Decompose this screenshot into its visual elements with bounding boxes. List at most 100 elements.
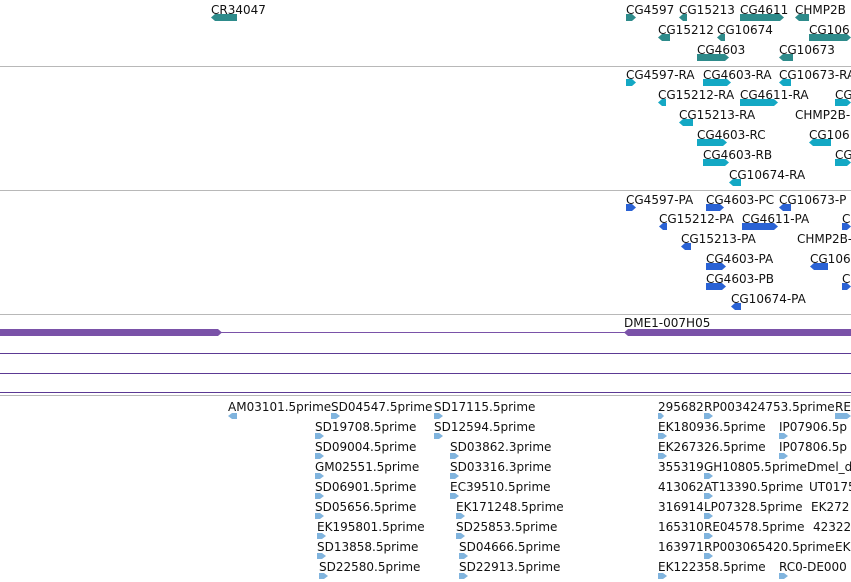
- gene-feature-label[interactable]: CHMP2B: [795, 3, 846, 17]
- mrna-feature-glyph[interactable]: [623, 78, 639, 87]
- est-feature-label[interactable]: IP07806.5p: [779, 440, 848, 454]
- gene-feature-glyph[interactable]: [806, 33, 851, 42]
- est-feature-label[interactable]: SD22580.5prime: [319, 560, 421, 574]
- est-feature-glyph[interactable]: [453, 532, 468, 540]
- est-feature-glyph[interactable]: [701, 532, 716, 540]
- gene-feature-glyph[interactable]: [792, 13, 812, 22]
- mrna-feature-glyph[interactable]: [694, 138, 730, 147]
- est-feature-label[interactable]: SD03862.3prime: [450, 440, 552, 454]
- est-feature-label[interactable]: RE04578.5prime: [704, 520, 805, 534]
- mrna-feature-label[interactable]: CG4603-RA: [703, 68, 772, 82]
- gene-feature-glyph[interactable]: [776, 53, 796, 62]
- est-feature-label[interactable]: EK267326.5prime: [658, 440, 766, 454]
- est-feature-label[interactable]: 355319: [658, 460, 704, 474]
- protein-feature-glyph[interactable]: [623, 203, 639, 212]
- protein-feature-label[interactable]: CG4603-PC: [706, 193, 775, 207]
- gene-feature-label[interactable]: CG10673: [779, 43, 835, 57]
- est-feature-label[interactable]: SD05656.5prime: [315, 500, 417, 514]
- est-feature-label[interactable]: RP003424753.5prime: [704, 400, 835, 414]
- mrna-feature-label[interactable]: CG106: [809, 128, 850, 142]
- est-feature-glyph[interactable]: [316, 572, 331, 580]
- est-feature-label[interactable]: EK272: [811, 500, 850, 514]
- est-feature-label[interactable]: 163971: [658, 540, 704, 554]
- est-feature-label[interactable]: RE: [835, 400, 851, 414]
- est-feature-glyph[interactable]: [776, 572, 791, 580]
- clone-feature-glyph[interactable]: [0, 328, 225, 337]
- mrna-feature-label[interactable]: CG10674-RA: [729, 168, 806, 182]
- protein-feature-label[interactable]: CG4597-PA: [626, 193, 694, 207]
- protein-feature-glyph[interactable]: [656, 222, 670, 231]
- protein-feature-glyph[interactable]: [839, 282, 851, 291]
- est-feature-glyph[interactable]: [701, 472, 716, 480]
- mrna-feature-label[interactable]: CG4597-RA: [626, 68, 695, 82]
- est-feature-glyph[interactable]: [701, 412, 716, 420]
- est-feature-label[interactable]: AM03101.5prime: [228, 400, 332, 414]
- clone-feature-label[interactable]: DME1-007H05: [624, 316, 711, 330]
- mrna-feature-label[interactable]: CHMP2B-: [795, 108, 851, 122]
- mrna-feature-glyph[interactable]: [776, 78, 794, 87]
- protein-feature-label[interactable]: CG10673-P: [779, 193, 847, 207]
- protein-feature-label[interactable]: C: [842, 212, 851, 226]
- est-feature-glyph[interactable]: [312, 432, 327, 440]
- est-feature-label[interactable]: SD06901.5prime: [315, 480, 417, 494]
- est-feature-label[interactable]: SD19708.5prime: [315, 420, 417, 434]
- protein-feature-label[interactable]: CG15212-PA: [659, 212, 734, 226]
- est-feature-glyph[interactable]: [701, 552, 716, 560]
- est-feature-glyph[interactable]: [447, 452, 462, 460]
- est-feature-label[interactable]: GH10805.5prime: [704, 460, 807, 474]
- mrna-feature-label[interactable]: CG4611-RA: [740, 88, 809, 102]
- est-feature-label[interactable]: EK122358.5prime: [658, 560, 766, 574]
- protein-feature-glyph[interactable]: [807, 262, 831, 271]
- est-feature-label[interactable]: Dmel_d: [807, 460, 851, 474]
- est-feature-glyph[interactable]: [431, 412, 446, 420]
- est-feature-glyph[interactable]: [701, 492, 716, 500]
- est-feature-label[interactable]: EK171248.5prime: [456, 500, 564, 514]
- est-feature-glyph[interactable]: [225, 412, 240, 420]
- mrna-feature-glyph[interactable]: [676, 118, 696, 127]
- est-feature-label[interactable]: RP003065420.5prime: [704, 540, 835, 554]
- est-feature-glyph[interactable]: [776, 452, 791, 460]
- est-feature-label[interactable]: RC0-DE000: [779, 560, 847, 574]
- mrna-feature-glyph[interactable]: [806, 138, 834, 147]
- est-feature-label[interactable]: 316914: [658, 500, 704, 514]
- gene-feature-label[interactable]: CR34047: [211, 3, 266, 17]
- gene-feature-glyph[interactable]: [623, 13, 639, 22]
- est-feature-glyph[interactable]: [312, 472, 327, 480]
- est-feature-glyph[interactable]: [655, 572, 670, 580]
- gene-feature-glyph[interactable]: [208, 13, 240, 22]
- est-feature-label[interactable]: EK: [835, 540, 851, 554]
- protein-feature-glyph[interactable]: [739, 222, 781, 231]
- est-feature-label[interactable]: EC39510.5prime: [450, 480, 551, 494]
- est-feature-glyph[interactable]: [655, 412, 667, 420]
- est-feature-label[interactable]: LP07328.5prime: [704, 500, 803, 514]
- protein-feature-glyph[interactable]: [839, 222, 851, 231]
- mrna-feature-label[interactable]: CG4603-RC: [697, 128, 766, 142]
- gene-feature-glyph[interactable]: [714, 33, 728, 42]
- est-feature-label[interactable]: SD22913.5prime: [459, 560, 561, 574]
- protein-feature-glyph[interactable]: [703, 203, 727, 212]
- mrna-feature-glyph[interactable]: [655, 98, 669, 107]
- gene-feature-label[interactable]: CG4597: [626, 3, 675, 17]
- est-feature-glyph[interactable]: [655, 432, 670, 440]
- est-feature-glyph[interactable]: [447, 472, 462, 480]
- gene-feature-label[interactable]: CG10674: [717, 23, 773, 37]
- est-feature-label[interactable]: UT0175: [809, 480, 851, 494]
- mrna-feature-label[interactable]: CG: [835, 88, 851, 102]
- mrna-feature-glyph[interactable]: [832, 158, 851, 167]
- protein-feature-glyph[interactable]: [728, 302, 744, 311]
- est-feature-glyph[interactable]: [456, 552, 471, 560]
- protein-feature-label[interactable]: CG106: [810, 252, 851, 266]
- est-feature-label[interactable]: SD13858.5prime: [317, 540, 419, 554]
- protein-feature-label[interactable]: CG4603-PB: [706, 272, 775, 286]
- protein-feature-label[interactable]: CG15213-PA: [681, 232, 756, 246]
- est-feature-glyph[interactable]: [701, 512, 716, 520]
- est-feature-glyph[interactable]: [655, 452, 670, 460]
- est-feature-label[interactable]: SD17115.5prime: [434, 400, 536, 414]
- protein-feature-label[interactable]: CG4603-PA: [706, 252, 774, 266]
- est-feature-label[interactable]: SD12594.5prime: [434, 420, 536, 434]
- gene-feature-glyph[interactable]: [737, 13, 787, 22]
- est-feature-label[interactable]: IP07906.5p: [779, 420, 848, 434]
- protein-feature-label[interactable]: CG10674-PA: [731, 292, 806, 306]
- est-feature-glyph[interactable]: [314, 532, 329, 540]
- est-feature-label[interactable]: SD25853.5prime: [456, 520, 558, 534]
